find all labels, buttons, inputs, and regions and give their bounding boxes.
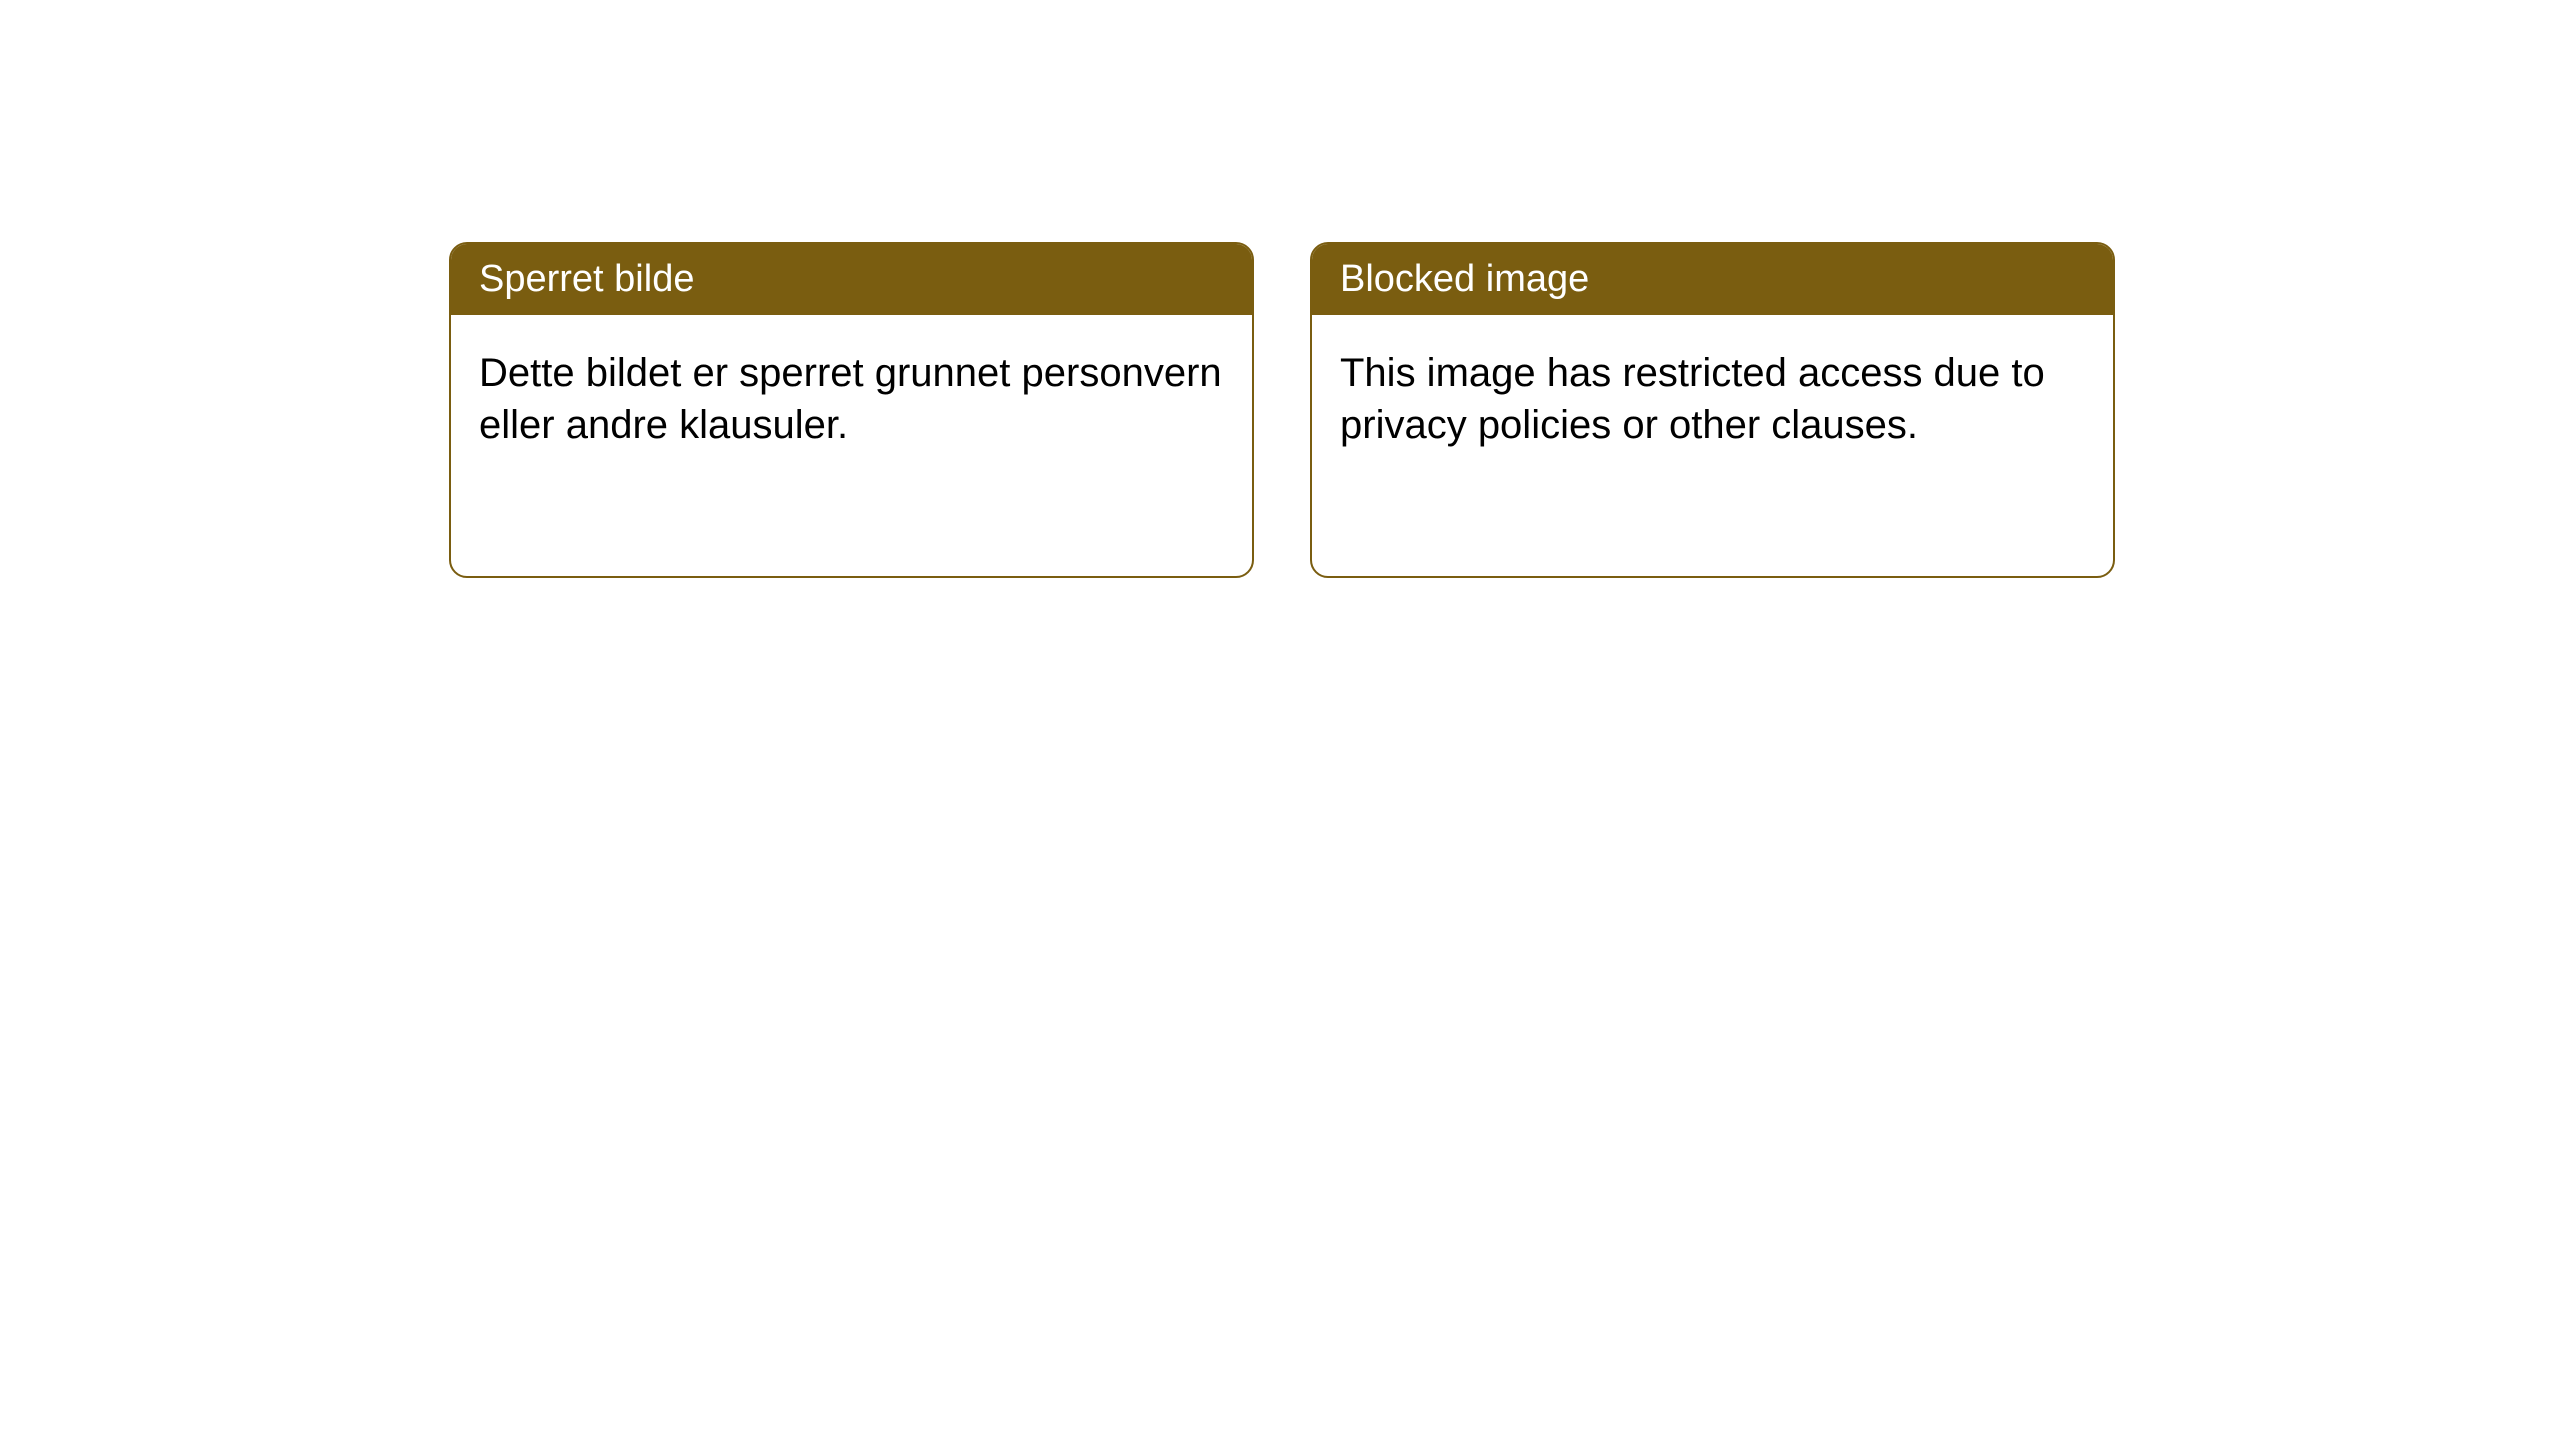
card-body-text: This image has restricted access due to …	[1340, 351, 2045, 447]
card-body-text: Dette bildet er sperret grunnet personve…	[479, 351, 1222, 447]
card-header: Sperret bilde	[451, 244, 1252, 315]
card-header: Blocked image	[1312, 244, 2113, 315]
notice-card-english: Blocked image This image has restricted …	[1310, 242, 2115, 578]
card-title: Blocked image	[1340, 258, 1589, 300]
notice-cards-container: Sperret bilde Dette bildet er sperret gr…	[449, 242, 2115, 578]
card-body: Dette bildet er sperret grunnet personve…	[451, 315, 1252, 483]
card-title: Sperret bilde	[479, 258, 694, 300]
notice-card-norwegian: Sperret bilde Dette bildet er sperret gr…	[449, 242, 1254, 578]
card-body: This image has restricted access due to …	[1312, 315, 2113, 483]
